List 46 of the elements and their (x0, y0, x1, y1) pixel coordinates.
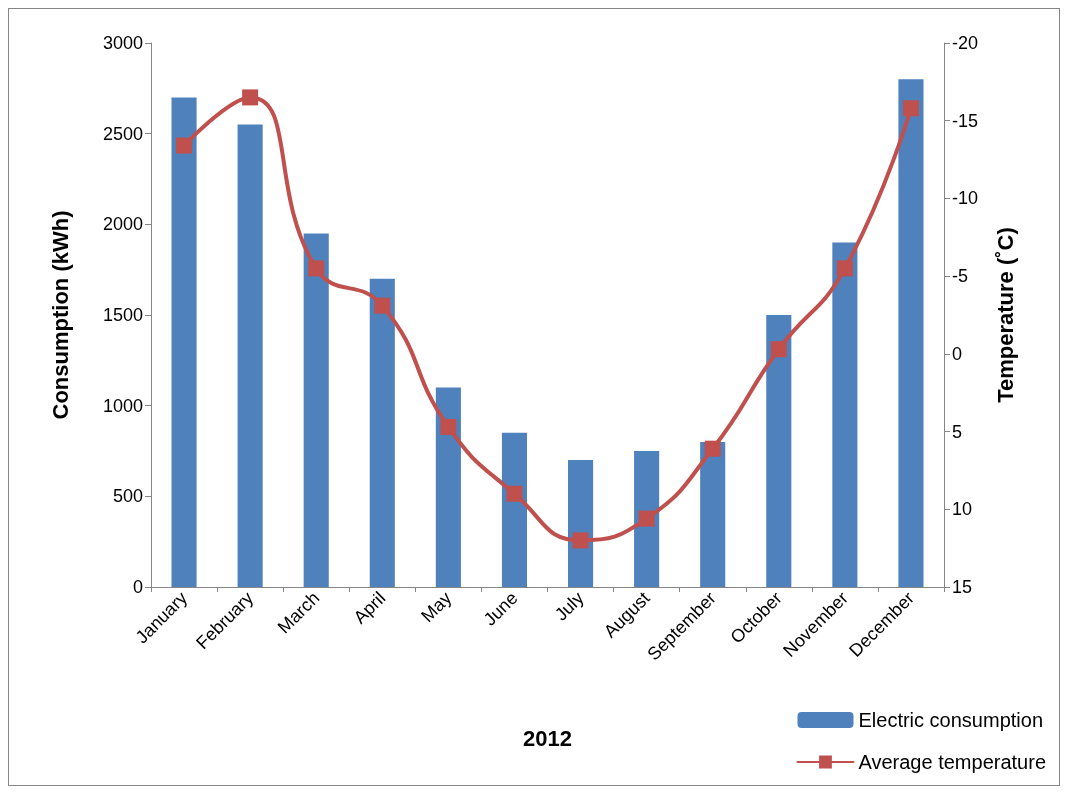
point (638, 510, 655, 527)
bar (766, 315, 792, 587)
bar (898, 79, 924, 587)
legend-label: Electric consumption (858, 709, 1044, 731)
point (770, 341, 787, 358)
point (308, 260, 325, 277)
bar (237, 124, 263, 587)
x-axis-title: 2012 (523, 725, 572, 751)
point (902, 100, 919, 117)
x-tick-label: May (417, 587, 456, 627)
x-tick-label: July (550, 587, 588, 625)
point (506, 485, 523, 502)
y2-tick-label: 0 (952, 343, 963, 364)
point (704, 440, 721, 457)
legend-label: Average temperature (858, 751, 1047, 773)
bar (501, 432, 528, 587)
y2-tick-label: 15 (952, 577, 973, 597)
point (374, 297, 391, 314)
y-tick-label: 3000 (102, 33, 143, 53)
bar (435, 387, 461, 587)
y2-tick-label: -15 (952, 110, 979, 131)
bar (171, 97, 197, 587)
point (836, 260, 853, 277)
y-axis-title: Consumption (kWh) (47, 210, 73, 420)
point (176, 137, 193, 154)
y2-tick-label: -5 (952, 266, 969, 287)
y-tick-label: 2500 (102, 123, 143, 144)
point (242, 89, 259, 106)
bar (832, 242, 858, 587)
y-tick-label: 500 (112, 486, 143, 507)
y-tick-label: 1000 (102, 395, 143, 416)
point (572, 532, 589, 549)
bar (567, 460, 594, 587)
y2-axis-title: Temperature (˚C) (992, 227, 1018, 403)
bar (634, 451, 660, 587)
y2-tick-label: 5 (952, 421, 963, 442)
y-tick-label: 1500 (102, 305, 143, 325)
bar (303, 233, 329, 587)
y-tick-label: 2000 (102, 214, 143, 235)
bar (700, 441, 726, 587)
y2-tick-label: 10 (952, 499, 973, 520)
y2-tick-label: -10 (952, 188, 979, 209)
point (440, 418, 457, 435)
y-tick-label: 0 (132, 577, 143, 597)
y2-tick-label: -20 (952, 33, 979, 53)
bar (369, 278, 395, 587)
